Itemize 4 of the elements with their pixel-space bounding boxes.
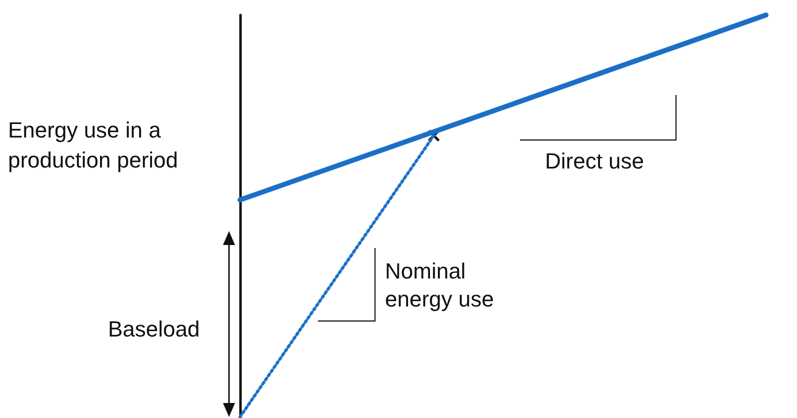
text: Baseload	[108, 316, 200, 342]
annotation: Direct use	[545, 148, 644, 174]
y-axis-title: Energy use in a production period	[8, 118, 178, 172]
annotation: Nominal energy use	[385, 258, 494, 312]
